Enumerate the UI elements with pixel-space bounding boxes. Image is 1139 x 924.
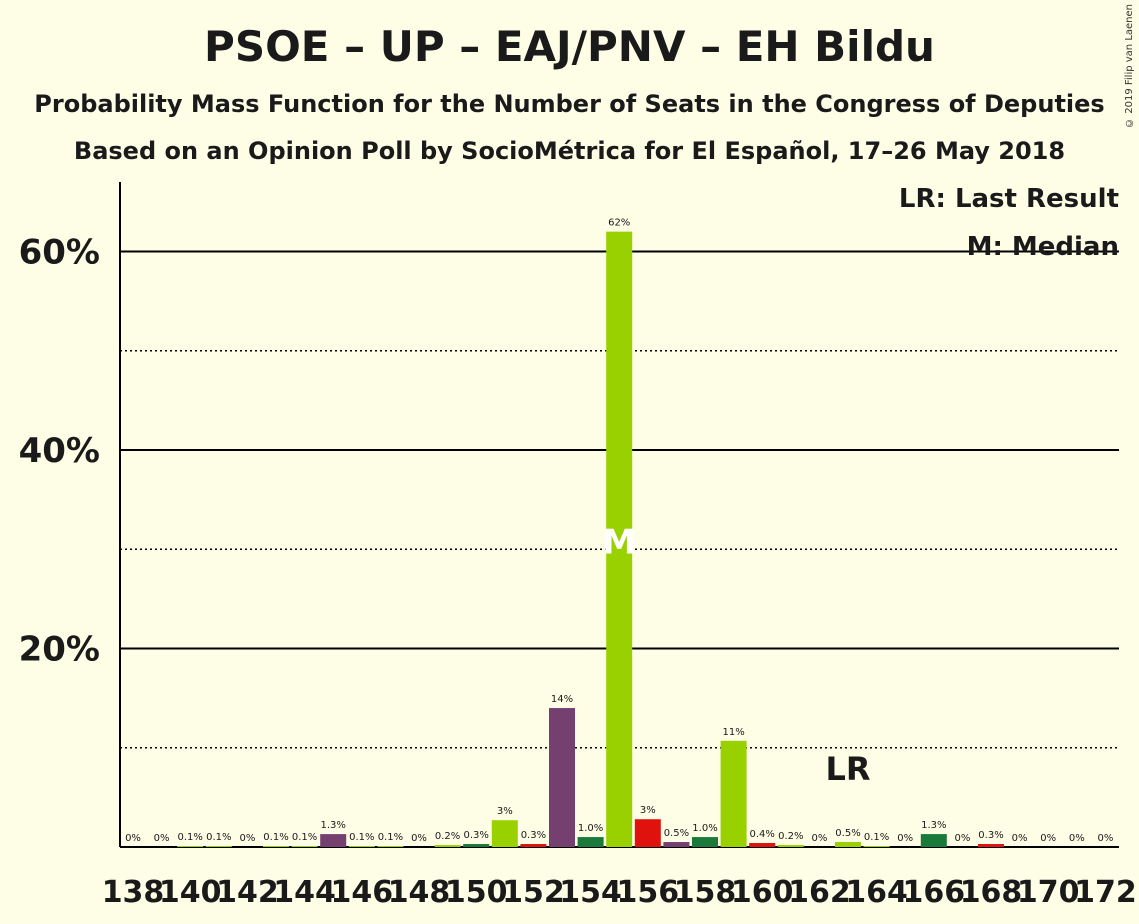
- data-label: 0.3%: [521, 830, 546, 841]
- x-tick-label: 172: [1074, 875, 1137, 910]
- y-tick-label: 60%: [19, 232, 100, 272]
- data-label: 0.3%: [978, 830, 1003, 841]
- x-tick-label: 158: [674, 875, 737, 910]
- data-label: 0%: [125, 833, 141, 844]
- data-label: 1.3%: [320, 820, 345, 831]
- x-tick-label: 140: [159, 875, 222, 910]
- bar-seat-166: [920, 834, 947, 847]
- bar-seat-144: [291, 846, 318, 847]
- data-label: 0.1%: [864, 832, 889, 843]
- x-tick-label: 162: [788, 875, 851, 910]
- data-label: 0%: [1040, 833, 1056, 844]
- chart-source-subtitle: Based on an Opinion Poll by SocioMétrica…: [73, 137, 1066, 165]
- chart-title: PSOE – UP – EAJ/PNV – EH Bildu: [204, 22, 935, 71]
- bar-seat-141: [205, 846, 232, 847]
- data-label: 11%: [722, 727, 744, 738]
- last-result-marker: LR: [825, 750, 870, 788]
- bar-seat-156: [634, 819, 661, 847]
- legend-last-result: LR: Last Result: [898, 184, 1119, 214]
- bar-seat-154: [577, 837, 604, 847]
- data-label: 0%: [239, 833, 255, 844]
- data-label: 0.2%: [435, 831, 460, 842]
- data-label: 0.5%: [835, 828, 860, 839]
- data-label: 0.3%: [463, 830, 488, 841]
- bar-seat-151: [491, 820, 518, 847]
- x-tick-label: 150: [445, 875, 508, 910]
- bar-seat-153: [549, 708, 575, 847]
- bar-seat-159: [720, 740, 747, 847]
- x-tick-label: 160: [731, 875, 794, 910]
- x-tick-label: 156: [616, 875, 679, 910]
- median-marker: M: [602, 522, 636, 562]
- data-label: 0.1%: [263, 832, 288, 843]
- x-tick-label: 166: [902, 875, 965, 910]
- bar-seat-147: [377, 846, 404, 847]
- data-label: 3%: [640, 805, 656, 816]
- data-label: 0.1%: [378, 832, 403, 843]
- bar-seat-168: [978, 844, 1004, 847]
- bar-seat-149: [434, 845, 461, 847]
- data-label: 0%: [811, 833, 827, 844]
- x-tick-label: 168: [960, 875, 1023, 910]
- x-tick-label: 152: [502, 875, 565, 910]
- data-label: 0%: [1069, 833, 1085, 844]
- data-label: 0.2%: [778, 831, 803, 842]
- chart-subtitle: Probability Mass Function for the Number…: [34, 90, 1105, 118]
- data-label: 0.1%: [177, 832, 202, 843]
- x-tick-label: 142: [216, 875, 279, 910]
- data-label: 1.3%: [921, 820, 946, 831]
- data-label: 0%: [954, 833, 970, 844]
- data-label: 3%: [497, 806, 513, 817]
- bar-seat-150: [463, 844, 490, 847]
- x-tick-label: 154: [559, 875, 622, 910]
- bar-seat-158: [692, 837, 718, 847]
- x-tick-label: 146: [330, 875, 393, 910]
- bar-seat-155: [606, 231, 633, 848]
- bar-seat-140: [177, 846, 204, 847]
- legend-median: M: Median: [966, 232, 1119, 262]
- bar-seat-157: [663, 842, 690, 847]
- x-tick-label: 138: [102, 875, 165, 910]
- data-label: 0.5%: [664, 828, 689, 839]
- y-tick-label: 40%: [19, 431, 100, 471]
- data-label: 1.0%: [578, 823, 603, 834]
- data-label: 1.0%: [692, 823, 717, 834]
- bar-seat-164: [863, 846, 890, 847]
- data-label: 14%: [551, 694, 573, 705]
- x-tick-label: 148: [388, 875, 451, 910]
- bar-seat-146: [348, 846, 375, 847]
- data-label: 62%: [608, 218, 630, 229]
- bar-seat-160: [749, 843, 776, 847]
- bar-seat-143: [263, 846, 289, 847]
- x-tick-label: 170: [1017, 875, 1080, 910]
- data-label: 0.1%: [349, 832, 374, 843]
- data-label: 0%: [1097, 833, 1113, 844]
- y-tick-label: 20%: [19, 629, 100, 669]
- data-label: 0%: [411, 833, 427, 844]
- data-label: 0%: [1012, 833, 1028, 844]
- data-label: 0.1%: [292, 832, 317, 843]
- data-label: 0.1%: [206, 832, 231, 843]
- data-label: 0%: [154, 833, 170, 844]
- bar-seat-152: [520, 844, 547, 847]
- data-label: 0.4%: [749, 829, 774, 840]
- bar-seat-145: [320, 834, 347, 847]
- x-tick-label: 164: [845, 875, 908, 910]
- bar-seat-161: [777, 845, 804, 847]
- data-label: 0%: [897, 833, 913, 844]
- bar-seat-163: [835, 842, 861, 847]
- x-tick-label: 144: [273, 875, 336, 910]
